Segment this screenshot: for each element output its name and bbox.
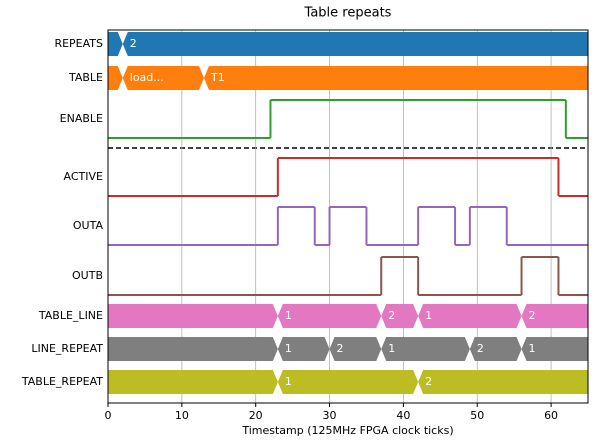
x-tick-label: 20	[249, 409, 263, 422]
x-tick-label: 30	[323, 409, 337, 422]
bus-segment	[277, 304, 382, 328]
bus-segment	[418, 304, 522, 328]
bus-segment	[204, 66, 588, 90]
bus-label: 1	[388, 342, 395, 355]
bus-label: 2	[337, 342, 344, 355]
x-tick-label: 60	[544, 409, 558, 422]
x-tick-label: 50	[470, 409, 484, 422]
bus-label: 2	[529, 309, 536, 322]
row-label: ACTIVE	[64, 170, 104, 183]
bus-segment	[521, 337, 588, 361]
bus-label: 1	[285, 375, 292, 388]
bus-label: 2	[130, 37, 137, 50]
bus-segment	[381, 304, 419, 328]
chart-title: Table repeats	[304, 6, 392, 21]
x-tick-label: 40	[396, 409, 410, 422]
bus-label: 1	[529, 342, 536, 355]
bus-segment	[108, 66, 123, 90]
bus-segment	[108, 370, 278, 394]
bus-label: 1	[285, 342, 292, 355]
bus-segment	[277, 370, 419, 394]
bus-label: load...	[130, 71, 164, 84]
row-label: TABLE	[68, 71, 103, 84]
row-label: REPEATS	[54, 37, 103, 50]
bus-segment	[418, 370, 588, 394]
bus-segment	[329, 337, 382, 361]
row-label: OUTB	[72, 269, 103, 282]
bus-segment	[381, 337, 470, 361]
row-label: TABLE_REPEAT	[21, 375, 103, 388]
bus-segment	[277, 337, 330, 361]
bus-label: 2	[425, 375, 432, 388]
bus-label: 2	[477, 342, 484, 355]
bus-label: 1	[425, 309, 432, 322]
row-label: ENABLE	[60, 112, 103, 125]
bus-segment	[108, 304, 278, 328]
bus-segment	[469, 337, 522, 361]
bus-segment	[108, 32, 123, 56]
bus-segment	[108, 337, 278, 361]
bus-segment	[122, 32, 589, 56]
row-label: TABLE_LINE	[38, 309, 103, 322]
bus-segment	[521, 304, 588, 328]
x-tick-label: 10	[175, 409, 189, 422]
row-label: LINE_REPEAT	[31, 342, 103, 355]
bus-label: T1	[210, 71, 225, 84]
plot-frame	[107, 29, 589, 404]
bus-segment	[122, 66, 204, 90]
bus-label: 1	[285, 309, 292, 322]
x-tick-label: 0	[105, 409, 112, 422]
row-label: OUTA	[73, 219, 104, 232]
x-axis-label: Timestamp (125MHz FPGA clock ticks)	[241, 424, 453, 437]
bus-label: 2	[388, 309, 395, 322]
